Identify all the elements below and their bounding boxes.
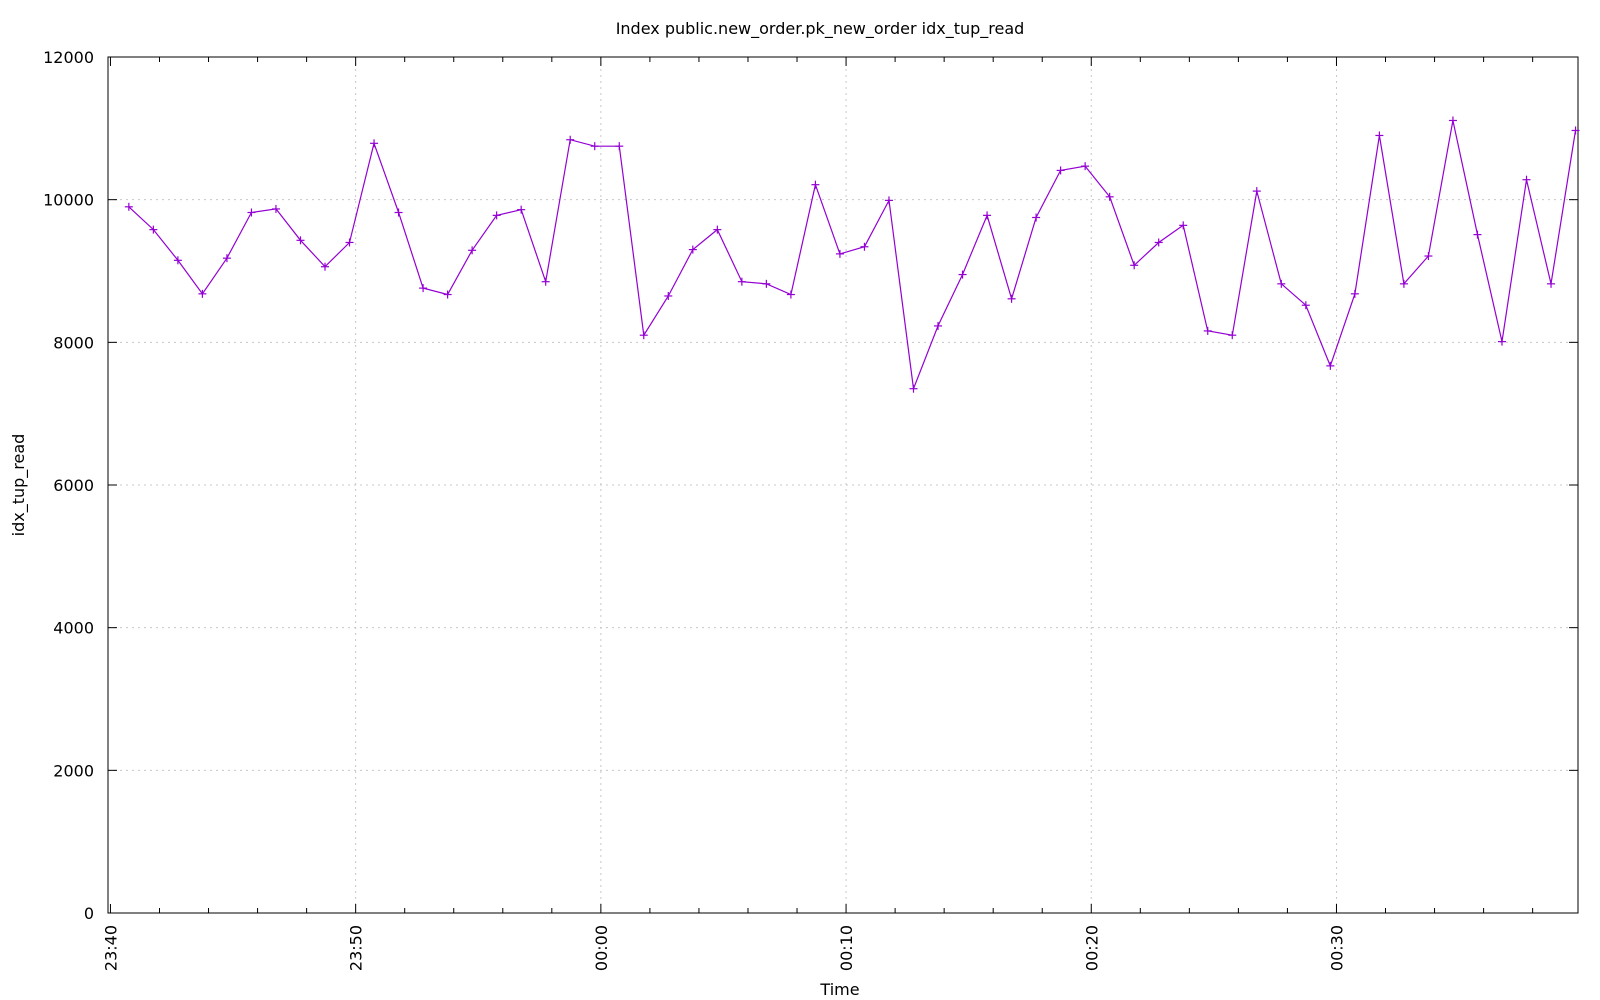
y-tick-label: 6000: [53, 476, 94, 495]
data-point: [1056, 166, 1065, 175]
axes: 0 2000 4000 6000 8000 10000 12000 23:40 23:50 00:…: [43, 48, 1579, 971]
data-point: [811, 180, 820, 189]
data-point: [566, 135, 575, 144]
data-point: [909, 384, 918, 393]
data-point: [1571, 126, 1580, 135]
data-point: [124, 202, 133, 211]
data-point: [1130, 261, 1139, 270]
y-tick-label: 0: [84, 904, 94, 923]
plot-border: [107, 56, 1579, 914]
x-tick-label: 00:20: [1082, 925, 1101, 971]
y-tick-label: 8000: [53, 333, 94, 352]
data-point: [443, 290, 452, 299]
data-point: [1032, 213, 1041, 222]
data-point: [149, 225, 158, 234]
data-point: [1399, 279, 1408, 288]
y-axis-title: idx_tup_read: [9, 434, 29, 537]
data-point: [468, 246, 477, 255]
data-point: [1203, 326, 1212, 335]
data-point: [737, 277, 746, 286]
data-point: [1179, 221, 1188, 230]
x-tick-label: 00:10: [837, 925, 856, 971]
data-point: [639, 331, 648, 340]
y-tick-label: 10000: [43, 191, 94, 210]
data-point: [884, 196, 893, 205]
chart-title: Index public.new_order.pk_new_order idx_…: [616, 19, 1025, 39]
data-point: [615, 142, 624, 151]
data-point: [419, 284, 428, 293]
data-point: [1277, 279, 1286, 288]
data-point: [492, 211, 501, 220]
x-axis-title: Time: [819, 980, 859, 999]
data-point: [1547, 279, 1556, 288]
data-point: [1081, 162, 1090, 171]
data-point: [173, 256, 182, 265]
data-point: [247, 208, 256, 217]
y-tick-label: 2000: [53, 761, 94, 780]
data-point: [198, 289, 207, 298]
data-point: [762, 279, 771, 288]
data-point: [1522, 175, 1531, 184]
data-point: [688, 245, 697, 254]
data-point: [370, 139, 379, 148]
data-point: [835, 249, 844, 258]
data-point: [590, 142, 599, 151]
data-point: [222, 254, 231, 263]
data-point: [1252, 187, 1261, 196]
x-tick-label: 00:00: [592, 925, 611, 971]
data-point: [1007, 294, 1016, 303]
data-point: [321, 262, 330, 271]
data-point: [1375, 131, 1384, 140]
data-point: [958, 270, 967, 279]
data-point: [1301, 301, 1310, 310]
series-line: [128, 120, 1577, 389]
x-tick-label: 23:40: [101, 925, 120, 971]
data-point: [1424, 252, 1433, 261]
data-point: [786, 290, 795, 299]
data-point: [983, 211, 992, 220]
grid: [108, 57, 1578, 913]
data-point: [1326, 361, 1335, 370]
x-tick-label: 00:30: [1327, 925, 1346, 971]
y-tick-label: 4000: [53, 619, 94, 638]
data-point: [1448, 116, 1457, 125]
data-point: [664, 291, 673, 300]
data-point: [1105, 192, 1114, 201]
data-point: [394, 208, 403, 217]
data-point: [1497, 337, 1506, 346]
data-point: [541, 277, 550, 286]
data-point: [713, 225, 722, 234]
data-point: [860, 242, 869, 251]
y-tick-label: 12000: [43, 48, 94, 67]
data-point: [345, 238, 354, 247]
data-point: [1350, 289, 1359, 298]
data-point: [1154, 238, 1163, 247]
data-point: [271, 204, 280, 213]
data-point: [296, 236, 305, 245]
data-point: [517, 205, 526, 214]
data-point: [934, 321, 943, 330]
data-point: [1473, 230, 1482, 239]
series-layer: [124, 116, 1580, 393]
data-point: [1228, 331, 1237, 340]
x-tick-label: 23:50: [347, 925, 366, 971]
